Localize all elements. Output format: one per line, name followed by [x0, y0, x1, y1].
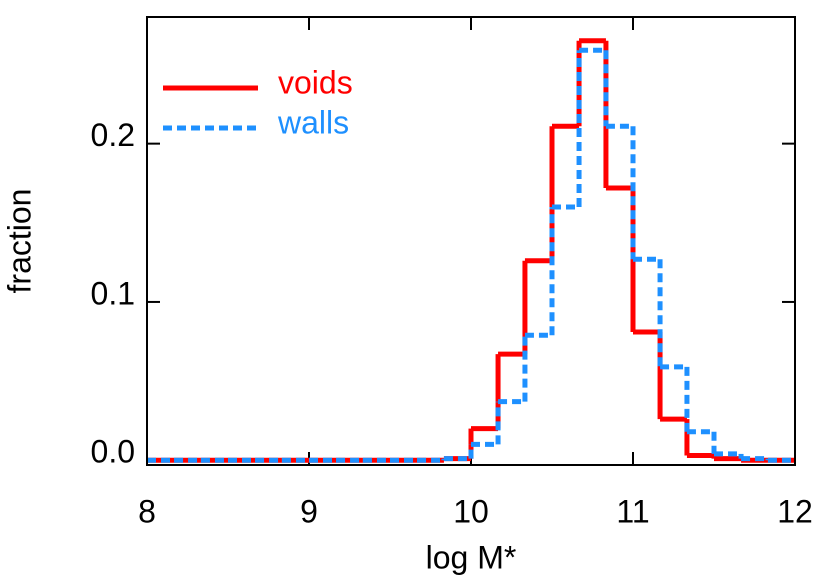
- y-axis-label: fraction: [1, 189, 37, 294]
- x-tick-label: 11: [616, 493, 649, 529]
- plot-frame: [146, 16, 796, 466]
- y-tick-label: 0.2: [91, 117, 135, 153]
- x-tick-label: 9: [300, 493, 318, 529]
- y-tick-label: 0.1: [91, 275, 135, 311]
- legend-label: walls: [277, 104, 349, 140]
- x-tick-label: 12: [777, 493, 813, 529]
- legend-label: voids: [278, 64, 353, 100]
- x-tick-label: 8: [138, 493, 156, 529]
- y-tick-label: 0.0: [91, 434, 135, 470]
- x-axis-label: log M*: [426, 539, 517, 575]
- x-tick-label: 10: [453, 493, 489, 529]
